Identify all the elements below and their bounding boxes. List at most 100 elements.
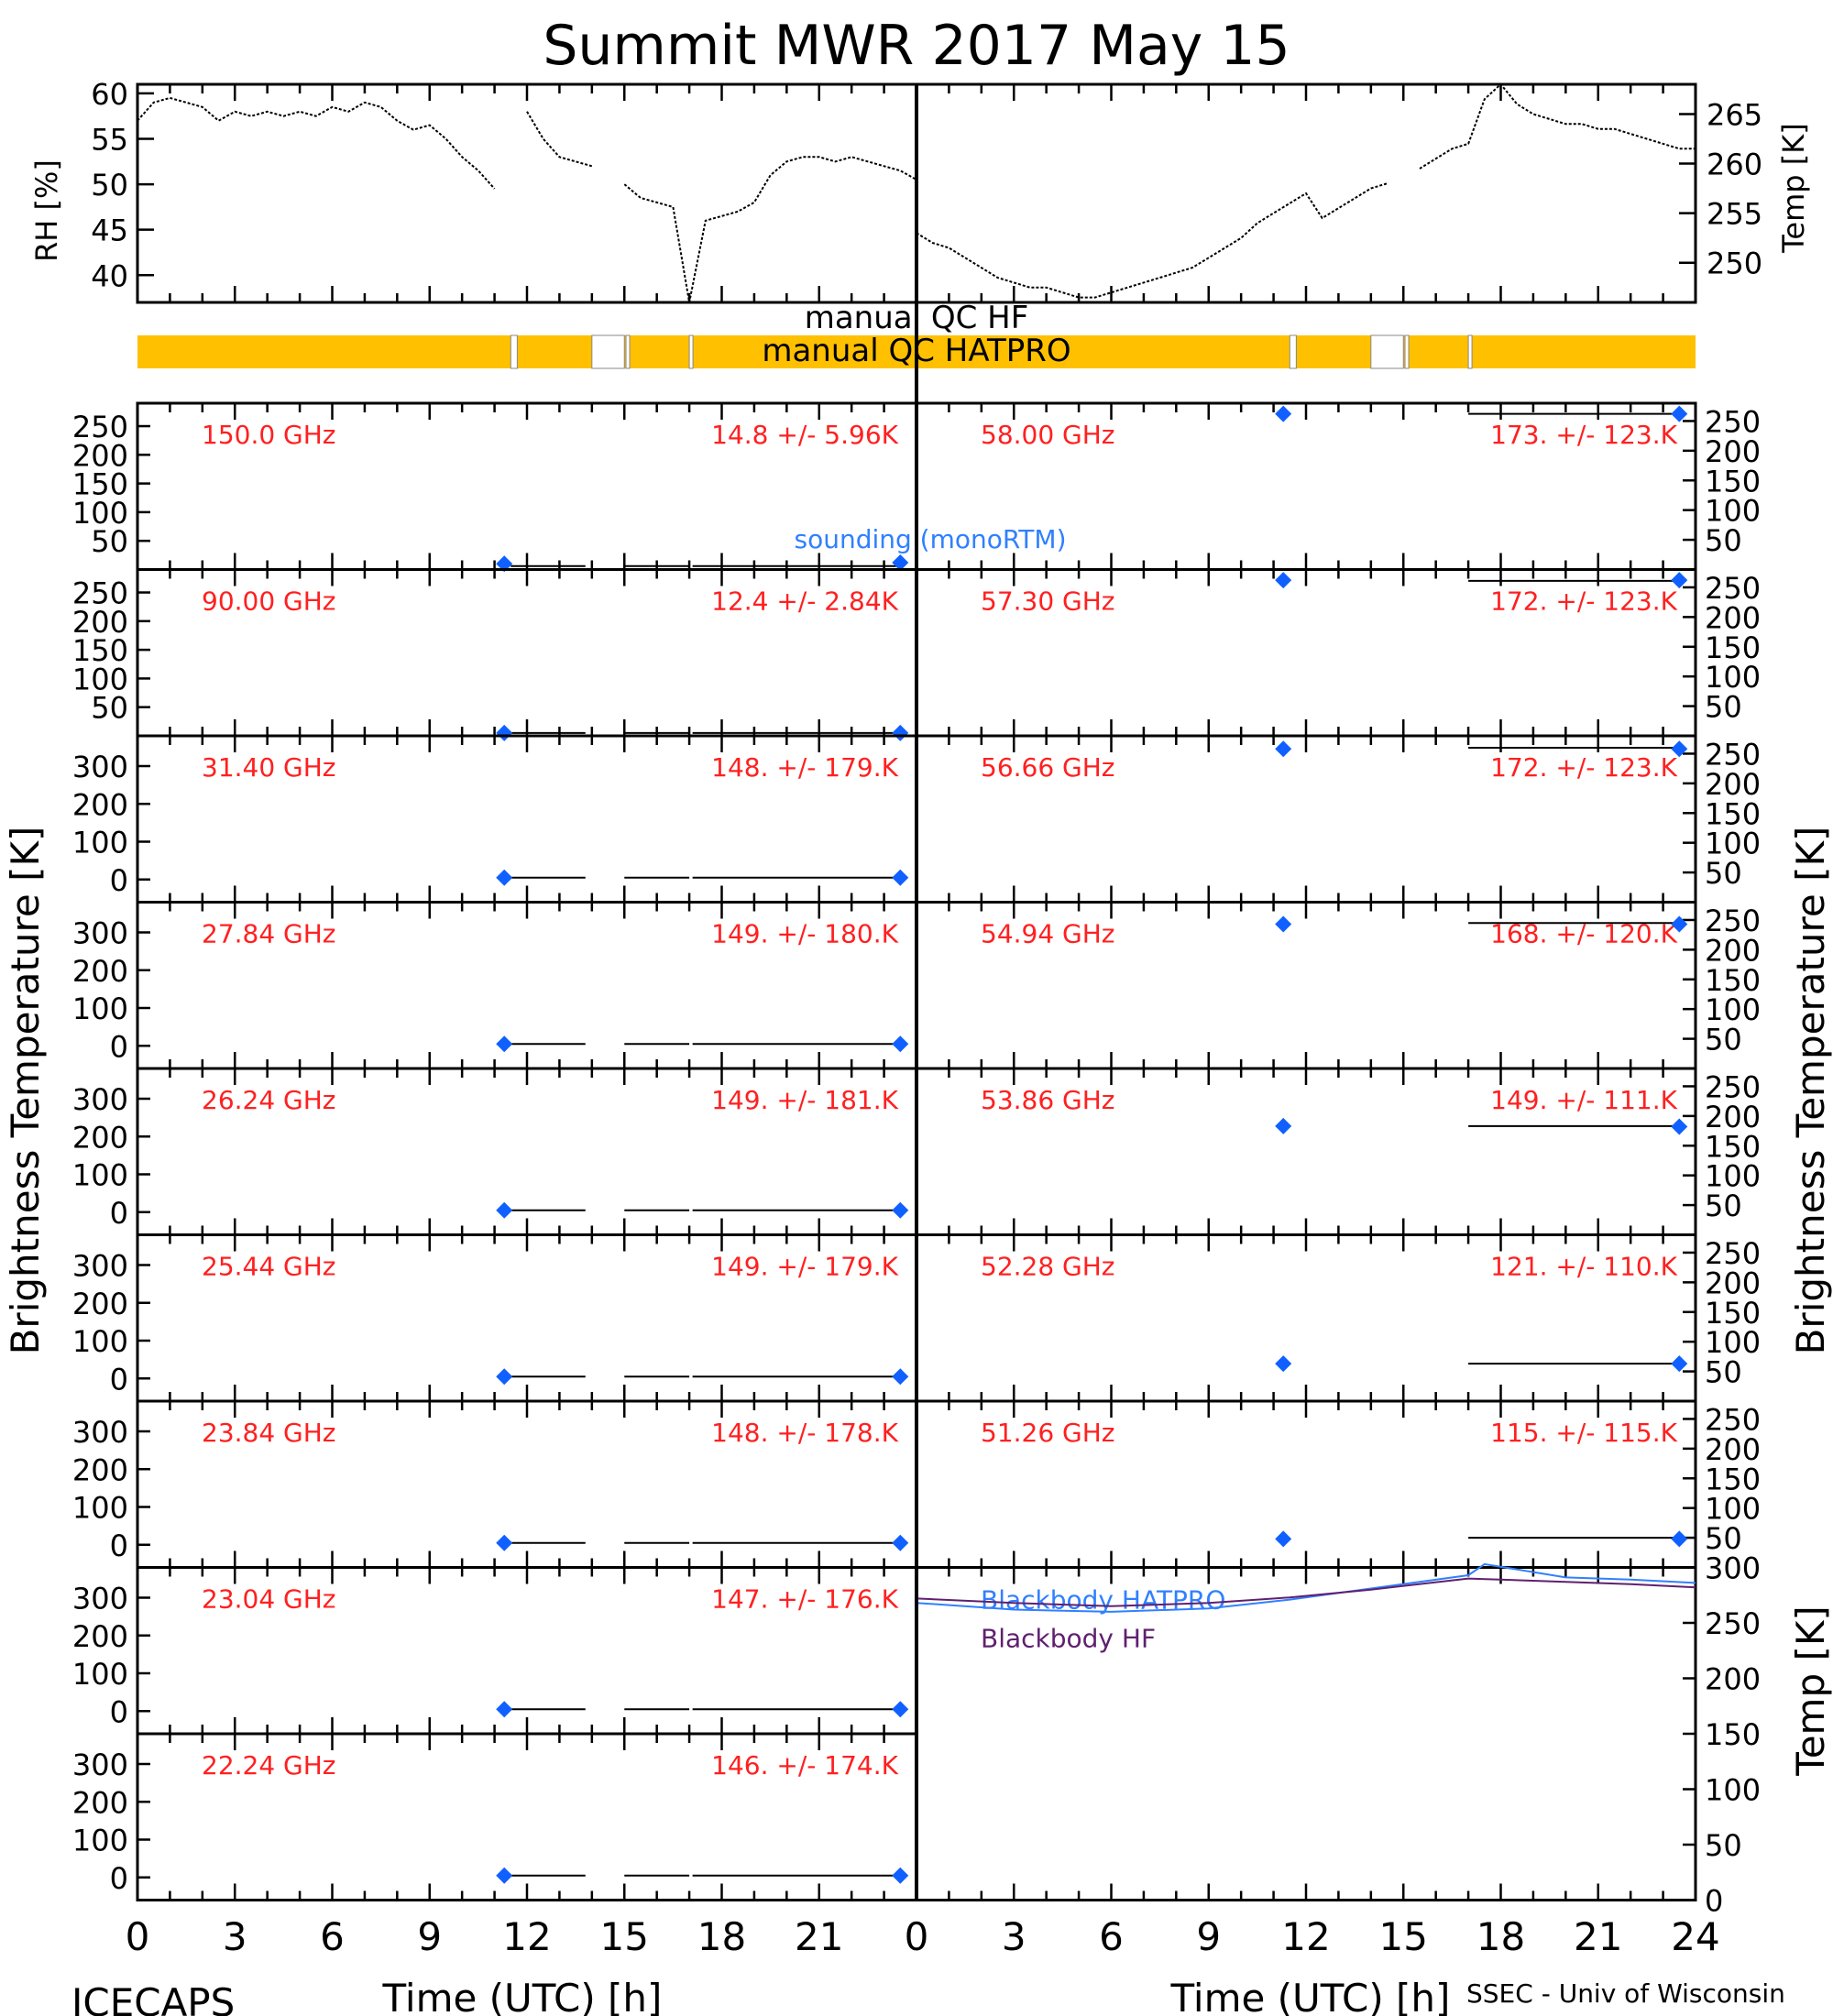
bb-legend-label: Blackbody HATPRO	[981, 1585, 1225, 1616]
qc-gap	[1370, 334, 1404, 369]
temp-series	[916, 82, 1696, 299]
tb-ytick-label: 0	[110, 1528, 128, 1563]
tb-stat-label: 173. +/- 123.K	[1490, 420, 1677, 450]
y-axis-label-right: Brightness Temperature [K]	[1788, 827, 1833, 1355]
bb-ytick-label: 100	[1705, 1773, 1761, 1808]
chart-title: Summit MWR 2017 May 15	[543, 14, 1290, 78]
tb-stat-label: 149. +/- 179.K	[711, 1252, 898, 1282]
sounding-diamond	[496, 724, 513, 741]
tb-stat-label: 146. +/- 174.K	[711, 1750, 898, 1780]
tb-ytick-label: 100	[72, 662, 128, 696]
qc-gap	[1404, 334, 1410, 369]
tb-ytick-label: 100	[72, 826, 128, 860]
tb-stat-label: 148. +/- 178.K	[711, 1418, 898, 1448]
tb-ytick-label: 200	[1705, 1265, 1761, 1300]
x-tick-label: 0	[126, 1914, 150, 1959]
tb-freq-label: 27.84 GHz	[202, 919, 336, 949]
rh-ytick-label: 45	[91, 214, 128, 248]
temp-ytick-label: 250	[1707, 247, 1762, 281]
bb-ytick-label: 300	[1705, 1551, 1761, 1586]
sounding-diamond	[1671, 1355, 1688, 1373]
bb-axis-label: Temp [K]	[1788, 1605, 1833, 1777]
bb-ytick-label: 200	[1705, 1662, 1761, 1697]
bb-ytick-label: 250	[1705, 1606, 1761, 1641]
tb-ytick-label: 150	[1705, 796, 1761, 831]
tb-ytick-label: 300	[72, 1582, 128, 1616]
qc-gap	[688, 334, 694, 369]
temp-ytick-label: 265	[1707, 97, 1762, 132]
tb-freq-label: 26.24 GHz	[202, 1085, 336, 1115]
sounding-diamond	[496, 1201, 513, 1219]
tb-ytick-label: 0	[110, 1362, 128, 1397]
tb-ytick-label: 100	[1705, 1325, 1761, 1360]
x-tick-label: 15	[600, 1914, 649, 1959]
bb-legend-label: Blackbody HF	[981, 1624, 1156, 1654]
qc-gap	[1289, 334, 1297, 369]
tb-ytick-label: 100	[72, 1491, 128, 1526]
x-tick-label: 0	[905, 1914, 929, 1959]
tb-ytick-label: 300	[72, 1249, 128, 1284]
tb-ytick-label: 100	[72, 496, 128, 531]
tb-ytick-label: 300	[72, 1082, 128, 1117]
tb-ytick-label: 200	[72, 954, 128, 989]
tb-ytick-label: 250	[1705, 1402, 1761, 1437]
sounding-diamond	[1275, 405, 1292, 422]
x-tick-label: 21	[795, 1914, 843, 1959]
tb-ytick-label: 100	[72, 1657, 128, 1692]
rh-axis-label: RH [%]	[29, 159, 64, 262]
tb-ytick-label: 200	[1705, 600, 1761, 635]
tb-ytick-label: 250	[1705, 904, 1761, 938]
tb-ytick-label: 150	[1705, 1462, 1761, 1496]
tb-stat-label: 149. +/- 111.K	[1490, 1085, 1677, 1115]
sounding-diamond	[892, 1701, 909, 1718]
tb-ytick-label: 100	[1705, 1492, 1761, 1527]
tb-freq-label: 58.00 GHz	[981, 420, 1115, 450]
tb-ytick-label: 50	[91, 691, 128, 726]
rh-ytick-label: 60	[91, 77, 128, 112]
rh-ytick-label: 50	[91, 168, 128, 203]
tb-ytick-label: 0	[110, 1029, 128, 1064]
sounding-diamond	[1275, 1530, 1292, 1548]
x-tick-label: 21	[1574, 1914, 1622, 1959]
sounding-diamond	[892, 1201, 909, 1219]
sounding-diamond	[892, 1867, 909, 1884]
tb-ytick-label: 250	[72, 410, 128, 444]
tb-ytick-label: 200	[72, 787, 128, 822]
sounding-diamond	[1275, 1355, 1292, 1373]
qc-gap	[510, 334, 518, 369]
temp-ytick-label: 260	[1707, 148, 1762, 182]
tb-ytick-label: 200	[72, 1619, 128, 1654]
tb-ytick-label: 50	[1705, 1355, 1742, 1390]
tb-freq-label: 23.84 GHz	[202, 1418, 336, 1448]
footer-left: ICECAPS	[71, 1980, 235, 2016]
rh-frame	[136, 82, 918, 304]
tb-stat-label: 149. +/- 181.K	[711, 1085, 898, 1115]
tb-ytick-label: 50	[1705, 1189, 1742, 1223]
x-tick-label: 3	[223, 1914, 247, 1959]
sounding-diamond	[892, 1035, 909, 1053]
x-tick-labels: 0 3 6 9 12 15 18 21 0 3 6 9 12 15 18 21 24	[126, 1914, 1720, 1959]
sounding-diamond	[496, 1534, 513, 1551]
tb-freq-label: 23.04 GHz	[202, 1584, 336, 1615]
tb-ytick-label: 100	[1705, 992, 1761, 1027]
tb-ytick-label: 200	[72, 1785, 128, 1820]
tb-stat-label: 12.4 +/- 2.84K	[711, 586, 898, 617]
sounding-diamond	[892, 724, 909, 741]
sounding-diamond	[496, 1867, 513, 1884]
sounding-diamond	[892, 553, 909, 571]
tb-ytick-label: 150	[1705, 1296, 1761, 1331]
tb-ytick-label: 200	[72, 1287, 128, 1321]
sounding-diamond	[892, 1368, 909, 1386]
tb-ytick-label: 200	[1705, 1100, 1761, 1134]
sounding-diamond	[496, 1368, 513, 1386]
qc-gap	[591, 334, 625, 369]
tb-freq-label: 25.44 GHz	[202, 1252, 336, 1282]
rh-series	[137, 96, 917, 303]
x-tick-label: 15	[1379, 1914, 1428, 1959]
tb-ytick-label: 150	[72, 633, 128, 668]
sounding-diamond	[1671, 1530, 1688, 1548]
tb-ytick-label: 150	[72, 467, 128, 502]
footer-right: SSEC - Univ of Wisconsin	[1466, 1978, 1785, 2009]
